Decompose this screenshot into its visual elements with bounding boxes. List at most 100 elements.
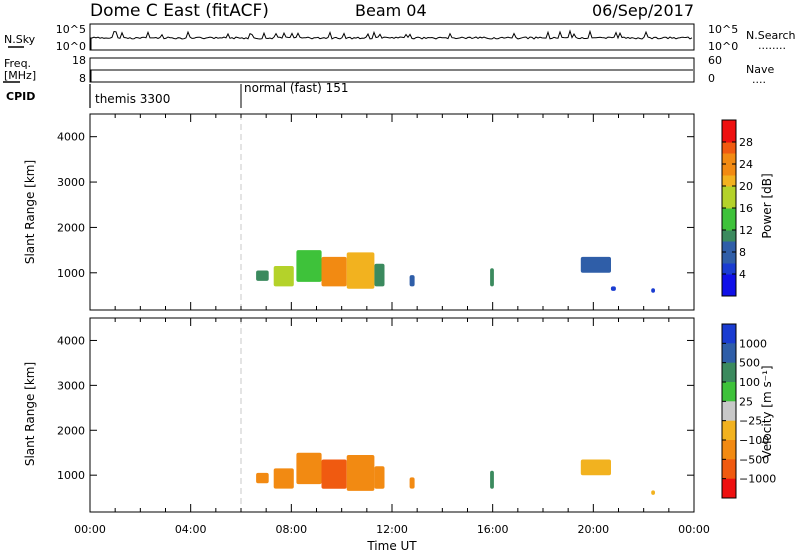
nsearch-tick-top: 10^5 (708, 23, 738, 36)
colorbar-swatch (722, 420, 736, 441)
nsearch-legend: ........ (758, 39, 786, 52)
colorbar-swatch (722, 186, 736, 198)
data-patch (409, 275, 415, 287)
data-patch (321, 256, 347, 287)
data-patch (321, 459, 347, 489)
freq-tick-bottom: 8 (79, 72, 86, 85)
plot-frame (89, 317, 695, 513)
data-patch (580, 256, 611, 273)
colorbar-tick-label: 4 (739, 268, 746, 281)
colorbar-tick-label: −25 (739, 415, 762, 428)
x-tick-label: 00:00 (74, 523, 106, 536)
data-patch (490, 268, 494, 287)
freq-label: Freq. (4, 57, 31, 70)
nsky-label: N.Sky (4, 33, 36, 46)
colorbar-swatch (722, 230, 736, 242)
x-tick-label: 16:00 (477, 523, 509, 536)
colorbar-swatch (722, 175, 736, 187)
nave-tick-bottom: 0 (708, 72, 715, 85)
cpid-label: CPID (6, 90, 35, 103)
y-tick-label: 4000 (57, 131, 85, 144)
x-tick-label: 04:00 (175, 523, 207, 536)
nave-tick-top: 60 (708, 54, 722, 67)
power-ylabel: Slant Range [km] (23, 160, 37, 264)
power-plot-area: 1000 2000 3000 4000 (57, 113, 695, 311)
x-tick-label: 08:00 (275, 523, 307, 536)
data-patch (273, 468, 294, 489)
colorbar-tick-label: −500 (739, 453, 769, 466)
colorbar-swatch (722, 324, 736, 344)
y-tick-label: 3000 (57, 379, 85, 392)
data-patch (490, 470, 494, 489)
nave-legend: .... (752, 73, 766, 86)
freq-unit: [MHz] (4, 69, 36, 82)
colorbar-swatch (722, 164, 736, 176)
velocity-ylabel: Slant Range [km] (23, 362, 37, 466)
cpid-bar: CPID themis 3300 normal (fast) 151 (6, 81, 348, 108)
colorbar-tick-label: 1000 (739, 337, 767, 350)
data-patch (273, 266, 294, 287)
colorbar-swatch (722, 440, 736, 460)
colorbar-swatch (722, 252, 736, 264)
nsearch-tick-bottom: 10^0 (708, 40, 738, 53)
colorbar-tick-label: 25 (739, 395, 753, 408)
colorbar-tick-label: 12 (739, 224, 753, 237)
velocity-plot-area: 1000 2000 3000 4000 00:00 04:00 08:00 12:00 16:0… (57, 317, 710, 536)
plot-frame (89, 113, 695, 311)
colorbar-swatch (722, 362, 736, 383)
colorbar-swatch (722, 142, 736, 154)
colorbar-tick-label: −100 (739, 434, 769, 447)
colorbar-swatch (722, 219, 736, 231)
colorbar-swatch (722, 478, 736, 499)
cpid-segment-normal: normal (fast) 151 (244, 81, 348, 95)
x-tick-label: 00:00 (678, 523, 710, 536)
colorbar-swatch (722, 131, 736, 143)
colorbar-swatch (722, 285, 736, 297)
colorbar-swatch (722, 153, 736, 165)
data-patch (580, 459, 611, 476)
nsky-trace (90, 29, 693, 50)
colorbar-tick-label: −1000 (739, 473, 776, 486)
colorbar-swatch (722, 274, 736, 286)
y-tick-label: 4000 (57, 334, 85, 347)
y-tick-label: 1000 (57, 267, 85, 280)
power-colorbar: 4 8 12 16 20 24 28 (721, 119, 753, 297)
colorbar-tick-label: 500 (739, 357, 760, 370)
data-patch (346, 252, 375, 289)
x-axis-label: Time UT (366, 539, 417, 553)
colorbar-tick-label: 24 (739, 158, 753, 171)
colorbar-swatch (722, 343, 736, 364)
data-patch (296, 452, 322, 485)
data-patch (651, 288, 655, 293)
velocity-panel: 1000 2000 3000 4000 00:00 04:00 08:00 12:00 16:0… (23, 317, 776, 536)
y-tick-label: 2000 (57, 424, 85, 437)
data-patch (256, 270, 269, 281)
nave-label: Nave (746, 63, 774, 76)
nsky-tick-top: 10^5 (56, 23, 86, 36)
colorbar-swatch (722, 120, 736, 132)
power-panel: 1000 2000 3000 4000 Slant Range [km] 4 8 12 16… (23, 113, 774, 311)
colorbar-tick-label: 28 (739, 136, 753, 149)
data-patch (374, 263, 385, 287)
colorbar-tick-label: 16 (739, 202, 753, 215)
colorbar-swatch (722, 401, 736, 422)
freq-panel: Freq. [MHz] 18 8 60 0 Nave .... (3, 54, 774, 86)
colorbar-tick-label: 8 (739, 246, 746, 259)
x-tick-label: 20:00 (577, 523, 609, 536)
data-patch (296, 250, 322, 282)
colorbar-swatch (722, 459, 736, 480)
data-patch (346, 455, 375, 491)
plot-title: Dome C East (fitACF) (90, 1, 269, 21)
velocity-colorbar: 1000 500 100 25 −25 −100 −500 −1000 (721, 323, 776, 499)
colorbar-swatch (722, 263, 736, 275)
nsky-tick-bottom: 10^0 (56, 40, 86, 53)
y-tick-label: 1000 (57, 469, 85, 482)
colorbar-swatch (722, 241, 736, 253)
nsearch-label: N.Search (746, 29, 796, 42)
colorbar-swatch (722, 382, 736, 402)
data-patch (374, 466, 385, 489)
colorbar-tick-label: 20 (739, 180, 753, 193)
colorbar-swatch (722, 197, 736, 209)
freq-tick-top: 18 (72, 54, 86, 67)
freq-trace (90, 69, 693, 82)
